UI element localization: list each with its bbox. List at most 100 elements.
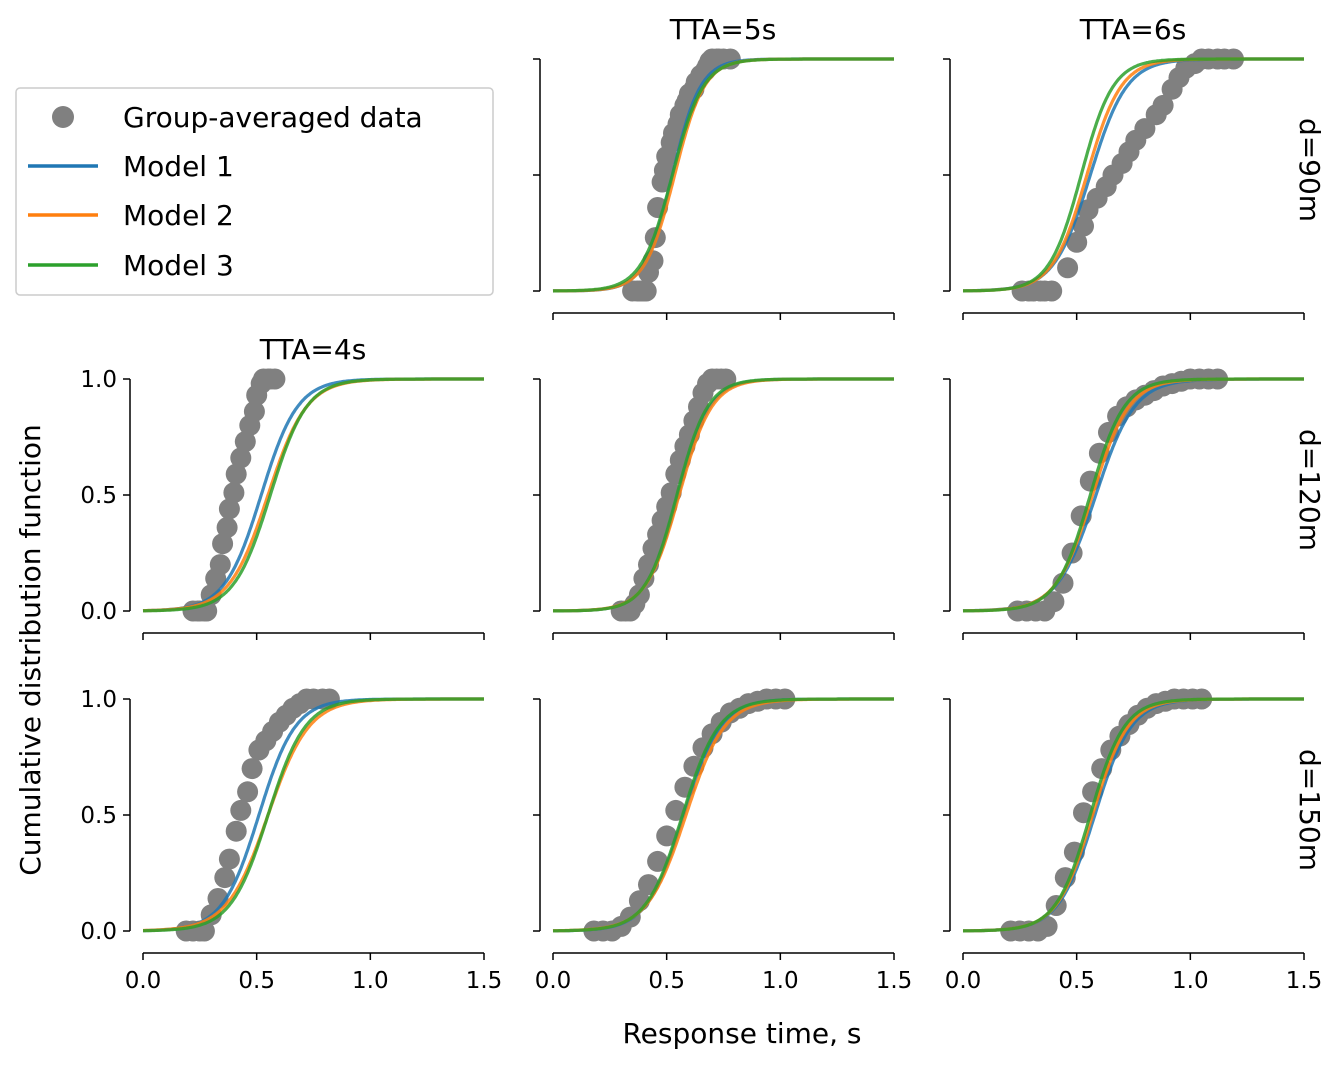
model3-curve-r2-c0 (143, 697, 484, 933)
data-points-r1-c1 (610, 368, 737, 622)
y-tick-label-r2-c0-0: 0.0 (80, 919, 117, 945)
col-title-tta5: TTA=5s (669, 13, 777, 46)
col-title-tta4: TTA=4s (259, 333, 367, 366)
data-point-r0-c2-8 (1073, 215, 1094, 237)
x-tick-label-r2-c0-2: 1.0 (352, 968, 389, 994)
axes-r2-c0: 0.0 0.5 1.0 1.5 0.0 0.5 1.0 (80, 687, 502, 994)
data-point-r0-c2-7 (1066, 231, 1088, 253)
model3-curve-r0-c2 (963, 57, 1304, 293)
model1-curve-r1-c1 (553, 377, 894, 613)
model2-curve-r2-c1 (552, 697, 894, 933)
y-tick-label-r1-c0-1: 0.5 (80, 483, 117, 509)
model2-curve-r1-c0 (143, 377, 484, 613)
data-point-r1-c0-8 (212, 533, 234, 555)
data-point-r0-c1-5 (635, 280, 657, 302)
legend-label-data: Group-averaged data (123, 101, 423, 134)
panel-r2-c2 (963, 688, 1304, 942)
y-axis-label: Cumulative distribution function (14, 424, 47, 876)
axes-r0-c2 (943, 58, 1305, 320)
col-title-tta6: TTA=6s (1079, 13, 1187, 46)
subplot-grid: 0.0 0.5 1.0 0.0 0.5 1.0 1.5 0.0 0.5 1.0 0.0 0.5 1.0 1… (80, 48, 1323, 994)
x-tick-label-r2-c1-1: 0.5 (648, 968, 685, 994)
model3-curve-r2-c1 (553, 697, 894, 933)
y-tick-label-r2-c0-2: 1.0 (80, 687, 117, 713)
data-point-r1-c0-9 (216, 517, 238, 538)
data-point-r1-c0-16 (243, 401, 265, 422)
data-point-r2-c1-7 (647, 850, 669, 872)
model1-curve-r2-c0 (143, 697, 484, 933)
data-point-r1-c2-5 (1052, 572, 1074, 594)
x-tick-label-r2-c1-3: 1.5 (876, 968, 913, 994)
legend-label-model1: Model 1 (123, 150, 234, 183)
data-points-r2-c1 (583, 688, 796, 942)
row-label-d120: d=120m (1293, 429, 1326, 551)
x-tick-label-r2-c2-1: 0.5 (1058, 968, 1095, 994)
axes-r2-c1: 0.0 0.5 1.0 1.5 (533, 698, 913, 994)
legend-label-model2: Model 2 (123, 199, 234, 232)
model3-curve-r1-c2 (963, 377, 1304, 613)
data-point-r1-c2-4 (1043, 591, 1065, 613)
x-axis-label: Response time, s (622, 1017, 861, 1050)
axes-r0-c1 (533, 58, 895, 320)
x-tick-label-r2-c2-2: 1.0 (1172, 968, 1209, 994)
legend-label-model3: Model 3 (123, 249, 234, 282)
data-points-r1-c0 (182, 368, 286, 622)
panel-r2-c0 (143, 688, 484, 942)
data-point-r2-c0-8 (225, 820, 247, 842)
x-tick-label-r2-c1-2: 1.0 (762, 968, 799, 994)
model1-curve-r0-c1 (552, 57, 894, 293)
panel-r1-c2 (962, 368, 1304, 622)
model3-curve-r2-c2 (963, 697, 1304, 933)
model3-curve-r1-c1 (553, 377, 894, 613)
model3-curve-r0-c1 (553, 57, 894, 293)
data-point-r2-c0-7 (218, 848, 240, 870)
model2-curve-r0-c2 (963, 57, 1304, 293)
y-tick-label-r1-c0-0: 0.0 (80, 599, 117, 625)
model3-curve-r1-c0 (143, 377, 484, 613)
model2-curve-r0-c1 (553, 57, 894, 293)
data-point-r2-c0-10 (237, 781, 259, 803)
y-tick-label-r1-c0-2: 1.0 (80, 367, 117, 393)
data-points-r2-c2 (1000, 688, 1213, 942)
data-point-r1-c0-11 (223, 482, 245, 504)
data-point-r0-c2-18 (1152, 94, 1174, 116)
x-tick-label-r2-c2-3: 1.5 (1286, 968, 1323, 994)
model1-curve-r1-c0 (142, 377, 484, 613)
panel-r1-c0 (142, 368, 484, 622)
model1-curve-r0-c2 (963, 57, 1304, 293)
data-point-r2-c0-6 (214, 867, 236, 889)
axes-r1-c1 (533, 378, 895, 640)
data-points-r0-c2 (1011, 48, 1244, 302)
panel-r0-c2 (963, 48, 1304, 302)
y-tick-label-r2-c0-1: 0.5 (80, 803, 117, 829)
data-point-r1-c1-4 (628, 584, 650, 606)
data-point-r2-c1-8 (656, 825, 678, 847)
row-label-d90: d=90m (1293, 118, 1326, 222)
x-tick-label-r2-c2-0: 0.0 (945, 968, 982, 994)
data-point-r1-c0-10 (218, 498, 240, 520)
data-point-r2-c0-11 (241, 758, 263, 780)
x-tick-label-r2-c0-3: 1.5 (466, 968, 503, 994)
data-points-r1-c2 (1007, 368, 1229, 622)
x-tick-label-r2-c0-0: 0.0 (125, 968, 162, 994)
data-point-r1-c0-12 (225, 463, 247, 485)
x-tick-label-r2-c0-1: 0.5 (238, 968, 275, 994)
data-point-r0-c2-6 (1057, 257, 1079, 279)
legend-marker-data (52, 106, 74, 128)
data-point-r1-c0-22 (264, 368, 286, 390)
data-point-r2-c0-9 (230, 799, 252, 821)
row-label-d150: d=150m (1293, 749, 1326, 871)
axes-r1-c2 (943, 378, 1305, 640)
panel-r0-c1 (552, 48, 894, 302)
model2-curve-r1-c1 (553, 377, 894, 613)
data-point-r2-c2-4 (1036, 915, 1058, 937)
axes-r1-c0: 0.0 0.5 1.0 (80, 367, 485, 640)
panel-r2-c1 (552, 688, 894, 942)
model1-curve-r2-c1 (553, 697, 894, 933)
data-point-r1-c0-7 (209, 554, 231, 576)
legend: Group-averaged data Model 1 Model 2 Mode… (15, 87, 494, 296)
x-tick-label-r2-c1-0: 0.0 (535, 968, 572, 994)
data-point-r0-c2-5 (1041, 280, 1063, 302)
model2-curve-r2-c0 (143, 697, 484, 933)
